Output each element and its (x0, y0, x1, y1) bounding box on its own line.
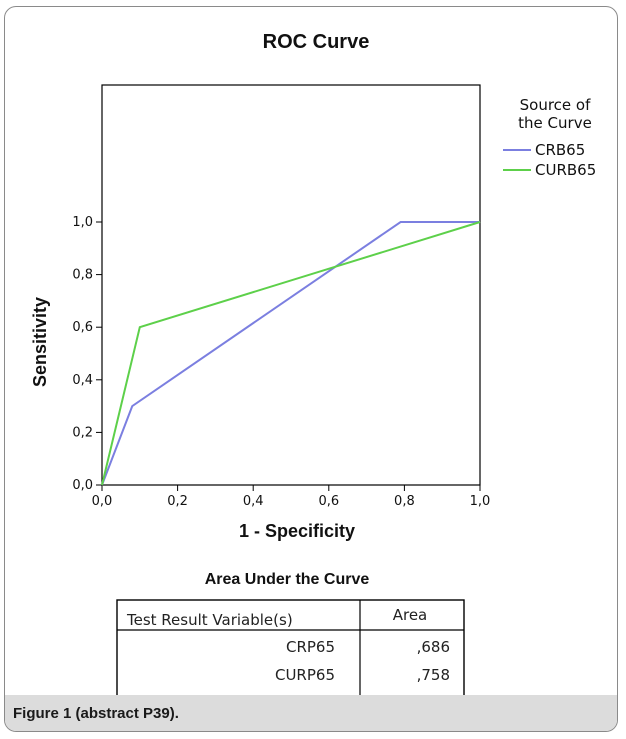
auc-header-area: Area (393, 606, 428, 624)
legend-title-line-2: the Curve (518, 114, 592, 132)
x-tick-label: 0,6 (318, 494, 339, 509)
x-axis-label: 1 - Specificity (239, 521, 355, 541)
auc-table: Test Result Variable(s) Area CRP65 ,686 … (116, 599, 465, 697)
y-tick-label: 0,2 (72, 425, 93, 440)
legend-items: CRB65 CURB65 (503, 141, 596, 179)
roc-chart: ROC Curve 0,00,20,40,60,81,0 0,0 0,2 0,4 0,… (30, 31, 596, 697)
x-tick-label: 0,2 (167, 494, 188, 509)
auc-table-title: Area Under the Curve (205, 571, 370, 588)
legend: Source of the Curve CRB65 CURB65 (503, 96, 596, 179)
auc-row-1-area: ,686 (417, 638, 450, 656)
y-tick-label: 0,4 (72, 373, 93, 388)
figure-frame: ROC Curve 0,0 0,2 0,4 0,6 0,8 1,0 0,0 0,2 0,4 0,… (4, 6, 618, 732)
legend-label-curb65: CURB65 (535, 161, 596, 179)
figure-caption: Figure 1 (abstract P39). (13, 704, 179, 722)
x-tick-label: 0,0 (92, 494, 113, 509)
auc-header-variable: Test Result Variable(s) (126, 611, 293, 629)
x-tick-label: 0,8 (394, 494, 415, 509)
series-line-curb65 (101, 221, 481, 486)
y-axis-ticks: 0,0 0,2 0,4 0,6 0,8 1,0 (72, 215, 102, 493)
x-tick-label: 1,0 (470, 494, 491, 509)
legend-title-line-1: Source of (520, 96, 591, 114)
plot-area (101, 84, 481, 486)
legend-label-crb65: CRB65 (535, 141, 585, 159)
auc-row-2-variable: CURP65 (275, 666, 335, 684)
y-axis-label: Sensitivity (30, 297, 50, 387)
y-tick-label: 0,8 (72, 268, 93, 283)
series-group (101, 221, 481, 486)
series-line-crb65 (101, 221, 480, 486)
y-tick-label: 0,6 (72, 320, 93, 335)
y-tick-label: 1,0 (72, 215, 93, 230)
caption-bar: Figure 1 (abstract P39). (5, 695, 617, 731)
chart-title: ROC Curve (263, 31, 370, 53)
x-axis-ticks: 0,0 0,2 0,4 0,6 0,8 1,0 (92, 485, 491, 509)
x-tick-label: 0,4 (243, 494, 264, 509)
auc-row-2-area: ,758 (417, 666, 450, 684)
auc-row-1-variable: CRP65 (286, 638, 335, 656)
y-tick-label: 0,0 (72, 478, 93, 493)
